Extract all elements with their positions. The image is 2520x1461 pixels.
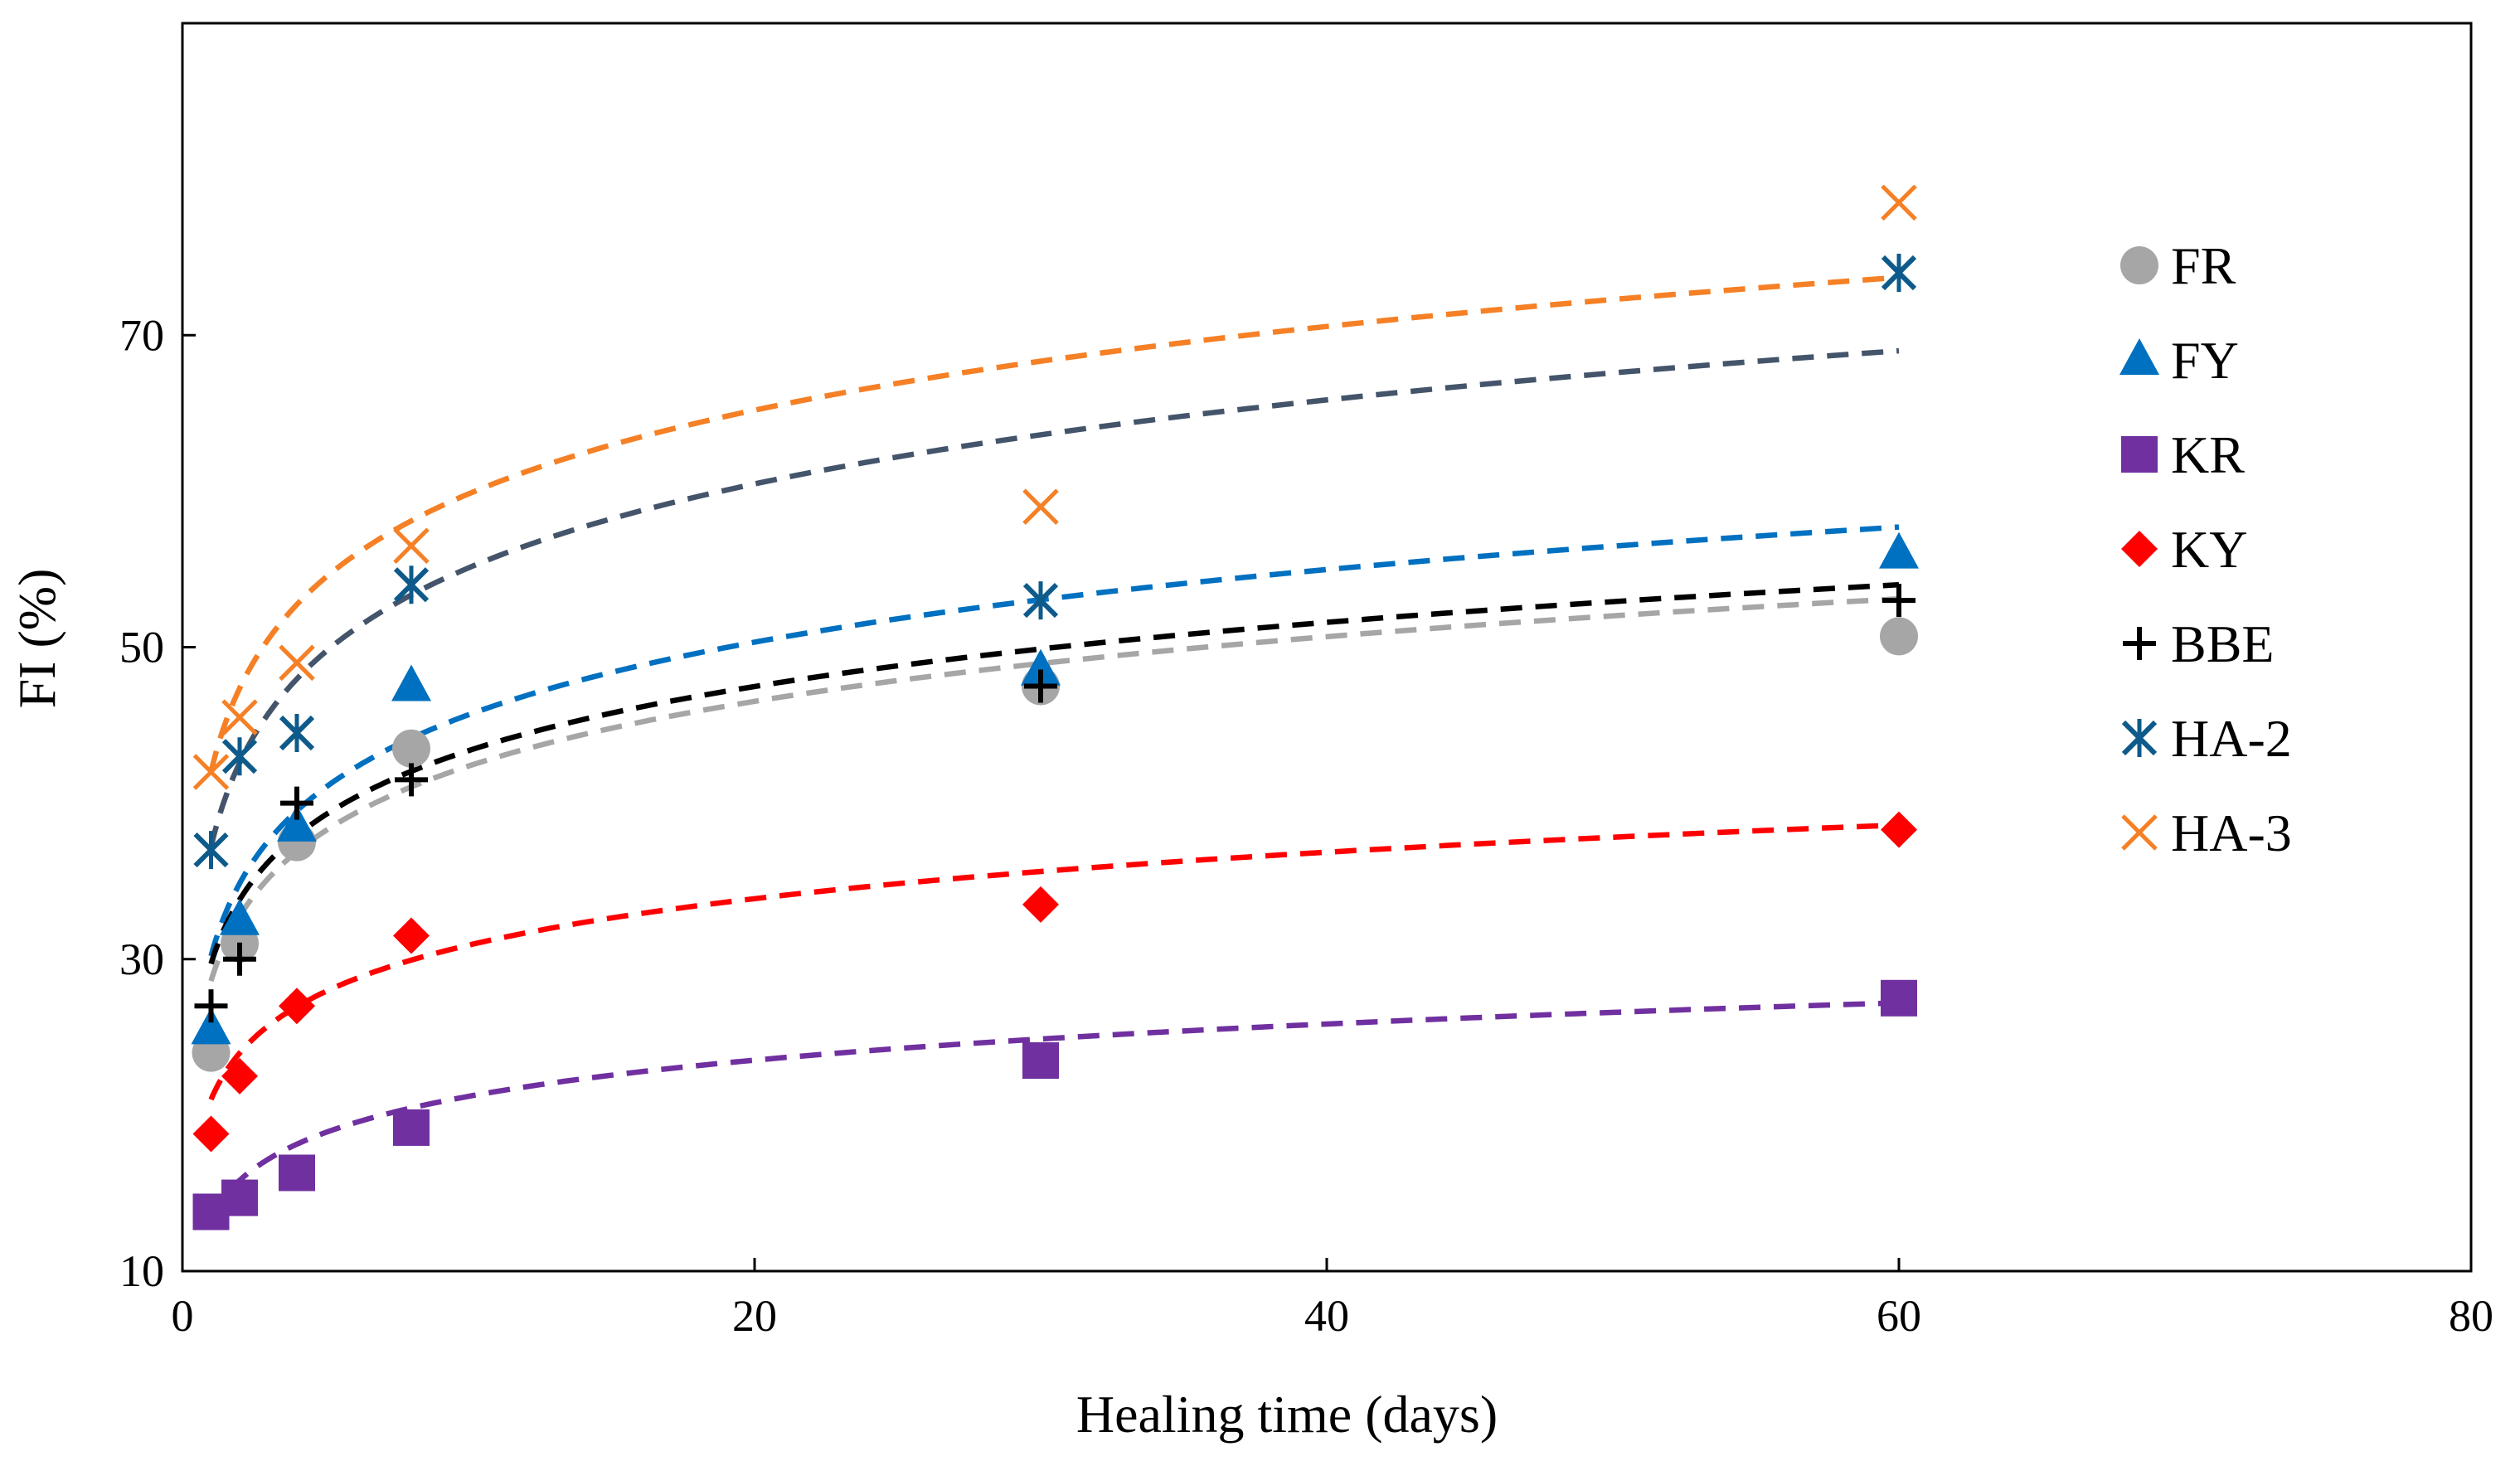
x-tick-label: 40: [1304, 1291, 1349, 1341]
data-point-fy: [391, 664, 431, 701]
data-point-bbe: [223, 942, 256, 976]
legend-label-ky: KY: [2171, 520, 2247, 579]
data-point-ha-3: [221, 699, 258, 735]
data-point-ky: [192, 1115, 230, 1153]
legend-marker-bbe: [2123, 627, 2156, 660]
data-point-ha-2: [193, 831, 229, 870]
data-point-bbe: [280, 786, 313, 820]
y-tick-label: 50: [119, 623, 164, 672]
legend-item-kr: KR: [2121, 425, 2245, 484]
data-point-ha-2: [279, 713, 315, 752]
legend-label-fy: FY: [2171, 331, 2239, 390]
data-point-bbe: [395, 763, 428, 797]
data-point-ha-2: [221, 737, 258, 776]
legend-item-ky: KY: [2121, 520, 2247, 579]
y-axis-title: FI (%): [7, 569, 66, 709]
trend-line-bbe: [208, 581, 1900, 965]
legend-marker-kr: [2121, 436, 2158, 473]
data-point-ha-3: [192, 754, 230, 790]
data-point-kr: [279, 1154, 315, 1192]
data-point-kr: [393, 1109, 430, 1146]
legend: FR FY KR KY BBE HA-2 HA-3: [2119, 236, 2292, 862]
legend-item-bbe: BBE: [2123, 614, 2274, 673]
legend-marker-ha-2: [2121, 719, 2158, 757]
data-point-ha-2: [393, 565, 430, 604]
data-point-fr: [1880, 617, 1918, 656]
x-tick-label: 60: [1877, 1291, 1921, 1341]
trend-line-ky: [208, 822, 1900, 1101]
data-point-ky: [1881, 811, 1917, 848]
data-point-fy: [277, 804, 317, 842]
legend-item-ha-2: HA-2: [2121, 709, 2292, 768]
data-point-ky: [393, 917, 430, 954]
data-point-ha-3: [1022, 488, 1059, 525]
x-tick-label: 20: [732, 1291, 777, 1341]
x-tick-label: 0: [172, 1291, 194, 1341]
data-point-bbe: [194, 989, 228, 1023]
data-point-fr: [392, 729, 430, 768]
legend-marker-fy: [2119, 338, 2159, 375]
data-point-ky: [279, 988, 315, 1025]
legend-item-ha-3: HA-3: [2121, 803, 2292, 862]
data-point-ha-3: [393, 527, 430, 564]
legend-marker-ha-3: [2121, 814, 2158, 851]
legend-item-fr: FR: [2120, 236, 2236, 295]
y-tick-label: 70: [119, 310, 164, 360]
data-point-fy: [220, 898, 260, 935]
data-point-bbe: [1024, 669, 1057, 703]
data-point-bbe: [1882, 584, 1915, 618]
legend-item-fy: FY: [2119, 331, 2239, 390]
axis-ticks: 0 20 40 60 80 10 30 50 70: [119, 310, 2493, 1341]
data-point-fy: [191, 1007, 231, 1045]
data-point-fy: [1879, 531, 1919, 569]
x-tick-label: 80: [2449, 1291, 2493, 1341]
legend-label-ha-2: HA-2: [2171, 709, 2292, 768]
data-point-kr: [221, 1179, 258, 1216]
data-point-kr: [1881, 979, 1917, 1017]
y-tick-label: 10: [119, 1246, 164, 1296]
data-point-kr: [1022, 1042, 1059, 1080]
trend-line-ha-3: [208, 274, 1900, 773]
legend-marker-fr: [2120, 246, 2158, 284]
legend-label-kr: KR: [2171, 425, 2245, 484]
data-point-ky: [221, 1057, 258, 1095]
data-point-ky: [1022, 886, 1059, 923]
data-point-fy: [1021, 648, 1061, 686]
legend-label-ha-3: HA-3: [2171, 803, 2292, 862]
legend-marker-ky: [2121, 531, 2158, 567]
data-point-ha-2: [1022, 581, 1059, 620]
x-axis-title: Healing time (days): [1076, 1385, 1498, 1444]
legend-label-bbe: BBE: [2171, 614, 2274, 673]
data-point-ha-3: [279, 644, 315, 682]
data-markers: [191, 184, 1919, 1230]
data-point-ha-3: [1881, 184, 1917, 221]
y-tick-label: 30: [119, 934, 164, 984]
data-point-ha-2: [1881, 254, 1917, 292]
legend-label-fr: FR: [2171, 236, 2236, 295]
